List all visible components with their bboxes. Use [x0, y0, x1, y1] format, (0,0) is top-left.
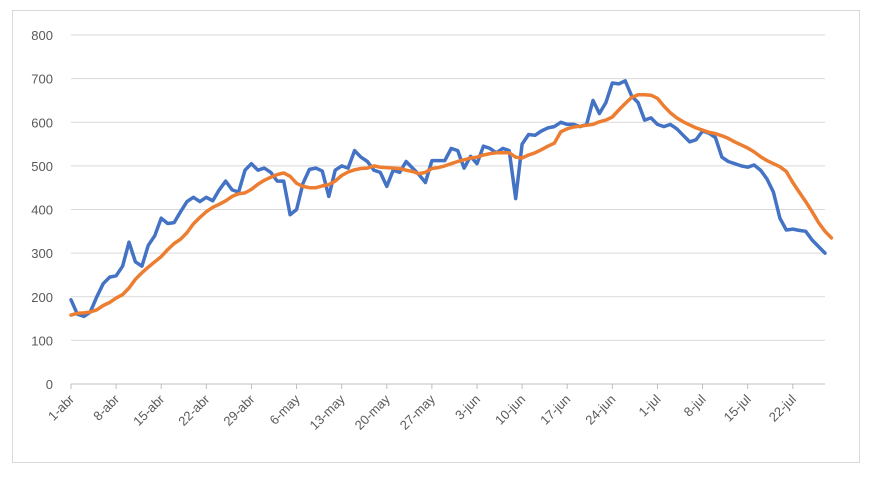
y-tick-label: 400: [31, 203, 53, 218]
x-tick-label: 3-jun: [452, 392, 483, 423]
chart-frame: 0 100 200 300 400 500 600 700 800 1-abr 8-abr 15-a…: [12, 10, 860, 463]
series-line-2: [69, 93, 834, 317]
x-tick-label: 8-jul: [681, 391, 709, 419]
x-tick-label: 1-abr: [45, 391, 78, 424]
x-tick-label: 6-may: [267, 391, 303, 427]
y-tick-label: 200: [31, 290, 53, 305]
y-tick-label: 300: [31, 246, 53, 261]
x-tick-label: 27-may: [397, 391, 439, 433]
y-tick-label: 600: [31, 115, 53, 130]
series-line-1: [69, 79, 827, 319]
x-tick-label: 1-jul: [636, 391, 664, 419]
y-tick-label: 100: [31, 333, 53, 348]
line-chart: 0 100 200 300 400 500 600 700 800 1-abr 8-abr 15-a…: [31, 28, 834, 433]
y-axis-tick-labels: 0 100 200 300 400 500 600 700 800: [31, 28, 53, 392]
x-tick-label: 20-may: [352, 391, 394, 433]
x-tick-label: 24-jun: [582, 392, 618, 428]
y-tick-label: 700: [31, 72, 53, 87]
x-axis-tick-labels: 1-abr 8-abr 15-abr 22-abr 29-abr 6-may 13-may 2…: [45, 391, 799, 433]
y-tick-label: 0: [46, 377, 53, 392]
series-lines: [69, 79, 834, 319]
x-tick-label: 22-abr: [175, 391, 213, 429]
x-tick-label: 15-abr: [130, 391, 168, 429]
x-tick-label: 22-jul: [766, 391, 799, 424]
y-tick-label: 800: [31, 28, 53, 43]
x-tick-label: 10-jun: [492, 392, 528, 428]
x-tick-label: 13-may: [307, 391, 349, 433]
x-tick-label: 15-jul: [721, 391, 754, 424]
x-tick-label: 8-abr: [90, 391, 123, 424]
x-tick-label: 29-abr: [220, 391, 258, 429]
x-tick-label: 17-jun: [537, 392, 573, 428]
x-axis: [70, 383, 825, 389]
gridlines: [71, 34, 825, 341]
y-tick-label: 500: [31, 159, 53, 174]
